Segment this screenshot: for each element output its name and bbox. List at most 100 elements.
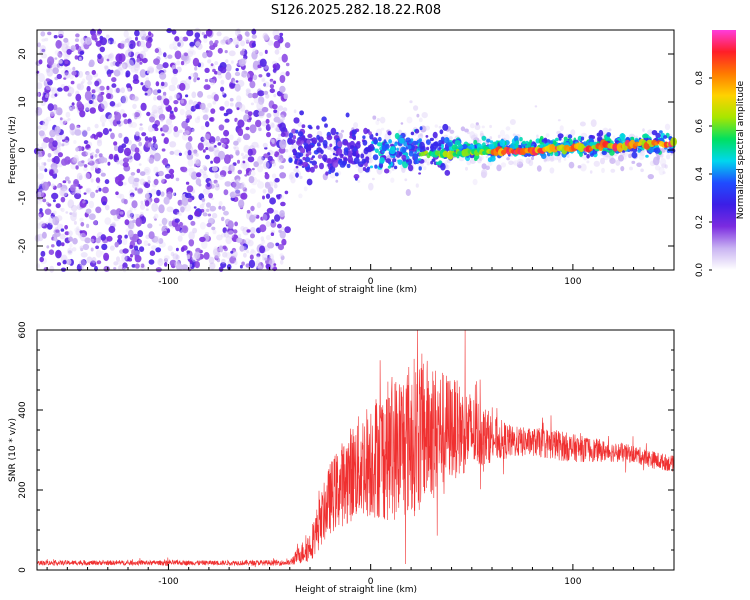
spectrogram-point [211, 212, 218, 219]
spectrogram-point [153, 197, 160, 204]
spectrogram-point [525, 145, 529, 149]
spectrogram-point [55, 229, 60, 233]
spectrogram-point [50, 111, 55, 119]
spectrogram-xtick-label: 100 [564, 277, 581, 287]
spectrogram-point [178, 152, 182, 156]
spectrogram-point [128, 122, 133, 128]
spectrogram-point [586, 154, 590, 159]
spectrogram-point [207, 59, 212, 64]
spectrogram-point [134, 147, 140, 154]
spectrogram-point [108, 53, 114, 61]
spectrogram-point [45, 78, 51, 82]
spectrogram-point [233, 229, 238, 234]
spectrogram-point [361, 158, 367, 164]
spectrogram-point [135, 36, 138, 41]
spectrogram-point [86, 85, 91, 92]
spectrogram-point [396, 147, 399, 152]
spectrogram-point [90, 94, 96, 100]
spectrogram-point [212, 100, 217, 105]
spectrogram-point [218, 205, 222, 210]
spectrogram-point [184, 52, 188, 57]
spectrogram-point [379, 116, 386, 124]
spectrogram-point [243, 146, 249, 152]
spectrogram-point [279, 114, 285, 122]
spectrogram-point [40, 250, 46, 257]
spectrogram-point [500, 162, 507, 168]
spectrogram-point [543, 137, 548, 142]
spectrogram-point [529, 139, 533, 144]
colorbar-tick-label: 0.4 [695, 167, 705, 182]
spectrogram-point [72, 66, 76, 71]
spectrogram-point [318, 143, 321, 147]
spectrogram-point [214, 251, 221, 259]
spectrogram-point [199, 168, 204, 174]
spectrogram-point [394, 142, 398, 147]
spectrogram-point [90, 154, 94, 160]
spectrogram-point [158, 223, 162, 227]
spectrogram-point [59, 188, 65, 197]
spectrogram-point [54, 227, 59, 231]
spectrogram-point [177, 235, 183, 242]
spectrogram-point [148, 231, 155, 240]
spectrogram-point [261, 239, 266, 245]
spectrogram-point [174, 50, 182, 60]
spectrogram-point [46, 222, 53, 230]
spectrogram-point [406, 155, 410, 160]
spectrogram-point [263, 90, 269, 95]
spectrogram-point [72, 157, 79, 164]
spectrogram-point [279, 85, 286, 93]
spectrogram-point [53, 35, 58, 39]
spectrogram-point [219, 249, 224, 253]
colorbar-tick-label: 0.0 [695, 263, 705, 278]
spectrogram-point [131, 264, 136, 268]
spectrogram-point [410, 131, 415, 136]
spectrogram-point [84, 90, 92, 101]
spectrogram-point [180, 60, 185, 66]
spectrogram-point [38, 59, 43, 65]
spectrogram-point [175, 177, 180, 182]
spectrogram-point [606, 132, 612, 137]
spectrogram-point [512, 133, 516, 137]
spectrogram-point [179, 98, 187, 107]
spectrogram-point [100, 250, 104, 255]
spectrogram-point [362, 135, 366, 139]
spectrogram-point [65, 111, 71, 118]
spectrogram-point [368, 182, 374, 191]
spectrogram-point [388, 162, 391, 165]
spectrogram-point [270, 232, 275, 236]
spectrogram-point [160, 81, 165, 87]
spectrogram-point [153, 58, 160, 65]
spectrogram-point [220, 39, 227, 45]
spectrogram-ytick-label: -10 [18, 190, 28, 205]
spectrogram-point [513, 135, 519, 142]
spectrogram-point [423, 166, 427, 171]
spectrogram-point [90, 178, 94, 183]
spectrogram-point [250, 248, 255, 254]
spectrogram-point [401, 167, 406, 173]
spectrogram-point [554, 151, 559, 157]
spectrogram-point [419, 126, 423, 131]
spectrogram-point [83, 166, 88, 172]
spectrogram-point [153, 178, 159, 186]
spectrogram-point [217, 71, 222, 76]
spectrogram-point [525, 157, 531, 164]
spectrogram-point [349, 145, 355, 150]
spectrogram-point [464, 128, 469, 133]
spectrogram-point [37, 91, 42, 97]
spectrogram-point [76, 226, 80, 231]
spectrogram-point [577, 165, 582, 169]
spectrogram-point [261, 253, 268, 259]
spectrogram-point [140, 102, 147, 111]
spectrogram-point [148, 259, 155, 265]
spectrogram-point [376, 142, 383, 147]
spectrogram-point [533, 144, 537, 148]
spectrogram-point [104, 179, 110, 185]
spectrogram-point [91, 256, 97, 264]
spectrogram-point [250, 102, 254, 106]
spectrogram-point [173, 129, 180, 138]
spectrogram-point [289, 172, 296, 178]
spectrogram-point [266, 207, 274, 214]
spectrogram-point [53, 110, 58, 115]
spectrogram-point [166, 105, 172, 112]
spectrogram-point [84, 237, 91, 244]
